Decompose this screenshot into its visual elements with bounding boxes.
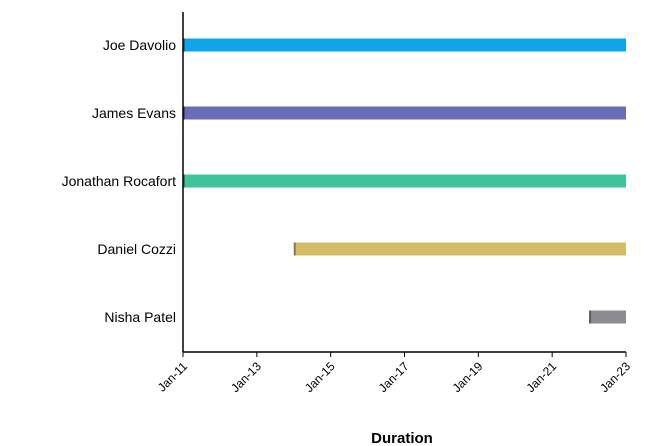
category-label: Daniel Cozzi [97,241,176,257]
bar-start-marker [183,38,185,52]
x-tick-label: Jan-15 [302,359,338,395]
category-label: Nisha Patel [104,309,176,325]
duration-bar [589,310,626,324]
bar-start-marker [589,310,592,324]
x-axis-title: Duration [371,430,433,446]
category-labels: Joe Davolio James Evans Jonathan Rocafort D… [62,37,177,325]
duration-bar [183,174,626,188]
x-tick-label: Jan-11 [155,359,190,394]
x-tick-label: Jan-19 [450,359,486,395]
x-tick-label: Jan-13 [228,359,264,395]
bars-layer [183,38,626,324]
x-tick-label: Jan-23 [597,359,633,395]
category-label: James Evans [92,105,176,121]
x-tick-label: Jan-21 [523,359,559,395]
bar-start-marker [183,174,185,188]
duration-bar [293,242,626,256]
category-label: Jonathan Rocafort [62,173,177,189]
category-label: Joe Davolio [103,37,176,53]
duration-bar [183,106,626,120]
x-tick-label: Jan-17 [376,359,412,395]
bar-start-marker [183,106,185,120]
bar-start-marker [293,242,296,256]
x-tick-labels: Jan-11 Jan-13 Jan-15 Jan-17 Jan-19 Jan-21 Jan-… [155,352,633,395]
duration-bar [183,38,626,52]
